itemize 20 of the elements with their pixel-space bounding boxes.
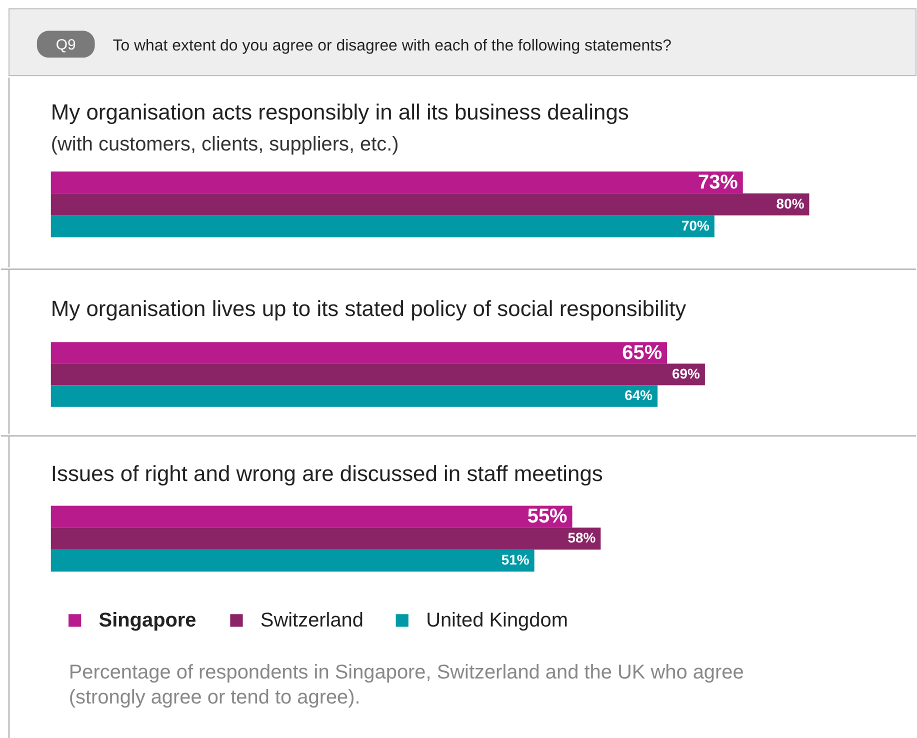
data-label: 73% bbox=[698, 171, 738, 194]
legend-label: Singapore bbox=[98, 609, 196, 632]
text: Q9 bbox=[56, 36, 76, 54]
data-label: 69% bbox=[672, 365, 701, 382]
data-label: 80% bbox=[776, 195, 805, 212]
text: (strongly agree or tend to agree). bbox=[68, 686, 360, 708]
text: To what extent do you agree or disagree with each of the following statements? bbox=[112, 38, 672, 55]
chart-title: Issues of right and wrong are discussed in staff meetings bbox=[50, 460, 603, 486]
data-label: 70% bbox=[682, 217, 710, 234]
data-label: 55% bbox=[527, 506, 568, 528]
chart-subtitle: (with customers, clients, suppliers, etc.) bbox=[50, 133, 399, 156]
legend-label: United Kingdom bbox=[426, 609, 568, 632]
data-label: 51% bbox=[501, 552, 530, 568]
data-label: 65% bbox=[622, 342, 662, 364]
chart-title: My organisation acts responsibly in all its business dealings bbox=[50, 100, 629, 125]
legend-label: Switzerland bbox=[260, 609, 364, 632]
data-label: 64% bbox=[624, 387, 654, 404]
chart-title: My organisation lives up to its stated policy of social responsibility bbox=[50, 296, 686, 322]
data-label: 58% bbox=[568, 530, 596, 546]
text: Percentage of respondents in Singapore, Switzerland and the UK who agree bbox=[68, 661, 744, 684]
